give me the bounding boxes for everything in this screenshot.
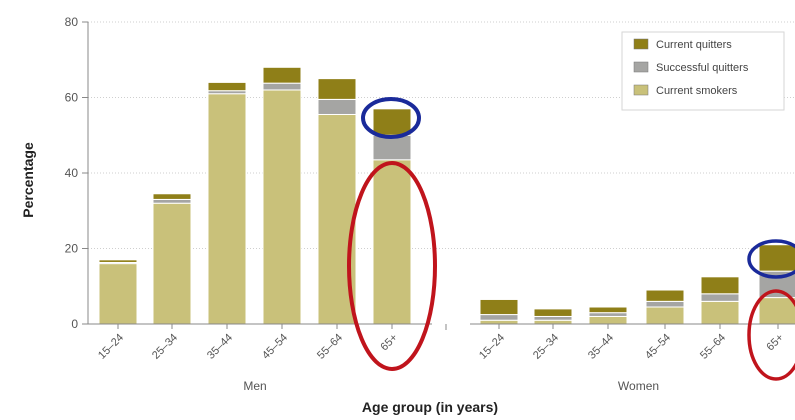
y-tick-label: 60	[65, 91, 79, 105]
bar-segment-current-quitters	[317, 78, 357, 100]
bar-segment-successful-quitters	[262, 82, 302, 91]
bar-segment-successful-quitters	[479, 314, 519, 321]
bar-segment-current-quitters	[262, 66, 302, 84]
y-tick-label: 0	[71, 317, 78, 331]
y-tick-label: 20	[65, 242, 79, 256]
bar-segment-successful-quitters	[152, 198, 192, 204]
red-ellipse-men-65plus	[347, 161, 437, 371]
bar-segment-current-smokers	[152, 202, 192, 325]
legend: Current quitters Successful quitters Curre…	[621, 31, 785, 111]
red-ellipse-women-65plus	[747, 289, 795, 381]
bar-segment-current-smokers	[262, 89, 302, 325]
legend-label: Current smokers	[656, 85, 738, 97]
bar-segment-current-smokers	[98, 263, 138, 325]
x-tick-label: 55–64	[698, 332, 728, 362]
x-tick-label: 45–54	[643, 332, 673, 362]
x-axis-ticks: 15–24 25–34 35–44 45–54 55–64 65+ Men 15–24 25–3…	[96, 324, 786, 393]
highlight-annotations	[347, 97, 795, 381]
legend-label: Successful quitters	[656, 62, 749, 74]
bar-segment-current-quitters	[700, 276, 740, 295]
bar-segment-current-quitters	[372, 108, 412, 136]
bar-segment-current-smokers	[207, 93, 247, 325]
bar-segment-current-smokers	[645, 306, 685, 325]
bar-segment-current-quitters	[758, 244, 795, 272]
bar-segment-current-smokers	[758, 297, 795, 325]
bars	[98, 66, 795, 325]
bar-segment-current-quitters	[207, 81, 247, 92]
bar-segment-current-quitters	[588, 306, 628, 314]
x-tick-label: 65+	[378, 332, 400, 354]
bar-segment-current-quitters	[645, 289, 685, 302]
group-label-women: Women	[618, 379, 659, 393]
bar-segment-current-quitters	[98, 259, 138, 263]
y-tick-label: 80	[65, 15, 79, 29]
blue-ellipse-men-65plus	[361, 97, 421, 139]
y-axis-title: Percentage	[20, 142, 36, 218]
x-tick-label: 55–64	[315, 332, 345, 362]
x-tick-label: 25–34	[150, 332, 180, 362]
legend-swatch	[633, 38, 649, 50]
legend-swatch	[633, 61, 649, 73]
x-tick-label: 45–54	[260, 332, 290, 362]
bar-segment-current-smokers	[372, 159, 412, 325]
x-tick-label: 15–24	[96, 332, 126, 362]
x-axis-title: Age group (in years)	[362, 399, 498, 415]
legend-label: Current quitters	[656, 39, 732, 51]
x-tick-label: 25–34	[531, 332, 561, 362]
x-tick-label: 65+	[764, 332, 786, 354]
bar-segment-successful-quitters	[588, 312, 628, 317]
y-axis-ticks: 0 20 40 60 80	[65, 15, 88, 331]
gridlines	[88, 21, 795, 249]
bar-segment-current-smokers	[700, 300, 740, 325]
y-tick-label: 40	[65, 166, 79, 180]
bar-segment-successful-quitters	[700, 293, 740, 302]
axes	[87, 22, 795, 330]
bar-segment-current-quitters	[533, 308, 573, 317]
bar-segment-successful-quitters	[317, 98, 357, 115]
x-tick-label: 35–44	[205, 332, 235, 362]
group-label-men: Men	[243, 379, 266, 393]
x-tick-label: 15–24	[477, 332, 507, 362]
bar-segment-successful-quitters	[533, 315, 573, 321]
bar-segment-current-smokers	[533, 319, 573, 325]
x-tick-label: 35–44	[586, 332, 616, 362]
bar-segment-current-smokers	[479, 319, 519, 325]
bar-segment-successful-quitters	[645, 300, 685, 308]
bar-segment-current-quitters	[479, 298, 519, 316]
legend-box	[621, 31, 785, 111]
bar-segment-current-quitters	[152, 193, 192, 200]
bar-segment-current-smokers	[588, 315, 628, 325]
blue-ellipse-women-65plus	[747, 239, 795, 279]
bar-segment-successful-quitters	[372, 134, 412, 161]
legend-swatch	[633, 84, 649, 96]
